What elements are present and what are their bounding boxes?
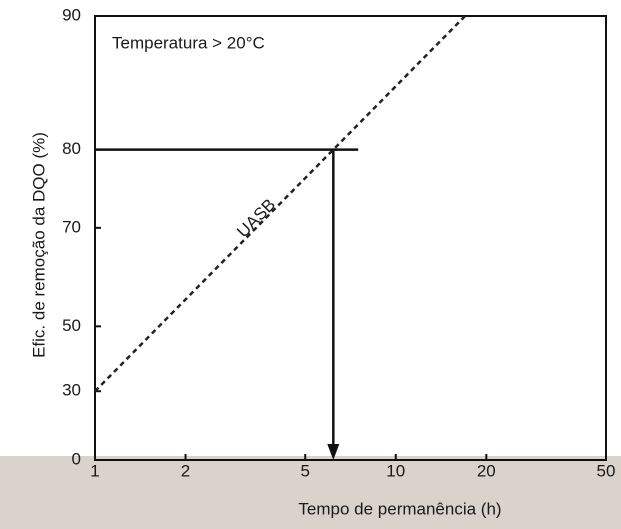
y-tick-label: 30 bbox=[62, 381, 81, 400]
x-tick-label: 20 bbox=[477, 461, 496, 480]
y-tick-label: 70 bbox=[62, 217, 81, 236]
y-tick-label: 0 bbox=[72, 449, 81, 468]
arrow-head bbox=[327, 444, 340, 460]
x-tick-label: 50 bbox=[597, 461, 616, 480]
x-tick-label: 1 bbox=[90, 461, 99, 480]
y-tick-label: 80 bbox=[62, 139, 81, 158]
bottom-band bbox=[0, 456, 621, 529]
series-label: UASB bbox=[233, 195, 279, 241]
y-tick-label: 90 bbox=[62, 5, 81, 24]
x-tick-label: 5 bbox=[300, 461, 309, 480]
y-axis-label: Efic. de remoção da DQO (%) bbox=[29, 132, 48, 358]
annotation: Temperatura > 20°C bbox=[112, 33, 265, 52]
x-tick-label: 10 bbox=[386, 461, 405, 480]
x-axis-label: Tempo de permanência (h) bbox=[298, 499, 501, 518]
series-line bbox=[94, 15, 466, 393]
plot-frame bbox=[94, 15, 607, 461]
y-tick-label: 50 bbox=[62, 316, 81, 335]
x-tick-label: 2 bbox=[181, 461, 190, 480]
